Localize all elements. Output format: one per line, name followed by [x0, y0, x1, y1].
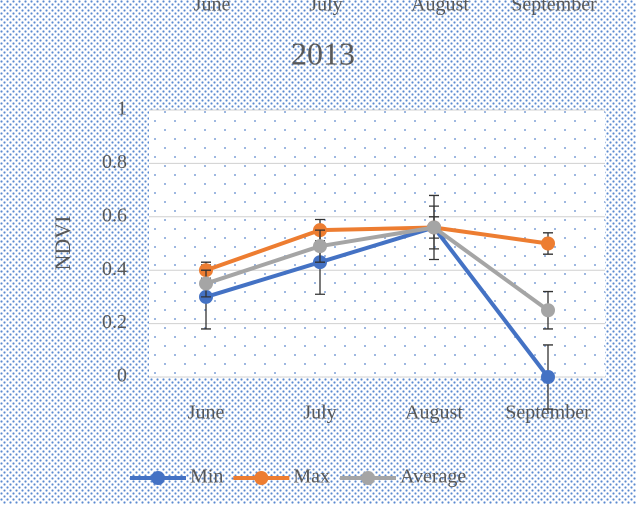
data-point: [541, 370, 555, 384]
legend-label: Average: [400, 466, 466, 488]
x-tick-label: September: [505, 402, 591, 424]
y-tick-label: 0.6: [102, 204, 127, 226]
x-tick-label: June: [188, 402, 225, 424]
clipped-x-tick-label: September: [511, 0, 597, 16]
chart-title: 2013: [291, 35, 355, 71]
y-tick-label: 0.8: [102, 151, 127, 173]
legend-marker: [254, 471, 269, 485]
data-point: [313, 239, 327, 254]
y-tick-label: 0.2: [102, 311, 127, 333]
clipped-x-tick-label: August: [411, 0, 469, 16]
y-tick-label: 0.4: [102, 258, 127, 280]
x-tick-label: August: [405, 402, 463, 424]
y-axis-label: NDVI: [50, 216, 75, 271]
legend-label: Min: [190, 466, 223, 488]
clipped-x-tick-label: July: [309, 0, 342, 16]
series-line: [205, 225, 550, 379]
clipped-x-tick-label: June: [194, 0, 231, 16]
data-point: [199, 276, 213, 291]
data-point: [427, 220, 441, 235]
y-tick-label: 1: [117, 98, 127, 120]
data-point: [541, 303, 555, 318]
legend-marker: [151, 471, 165, 485]
y-tick-label: 0: [117, 365, 127, 387]
x-tick-label: July: [303, 402, 336, 424]
series-line: [205, 225, 550, 312]
legend-label: Max: [293, 466, 330, 488]
data-point: [541, 236, 555, 251]
legend-marker: [361, 471, 376, 485]
series-line: [205, 225, 549, 273]
